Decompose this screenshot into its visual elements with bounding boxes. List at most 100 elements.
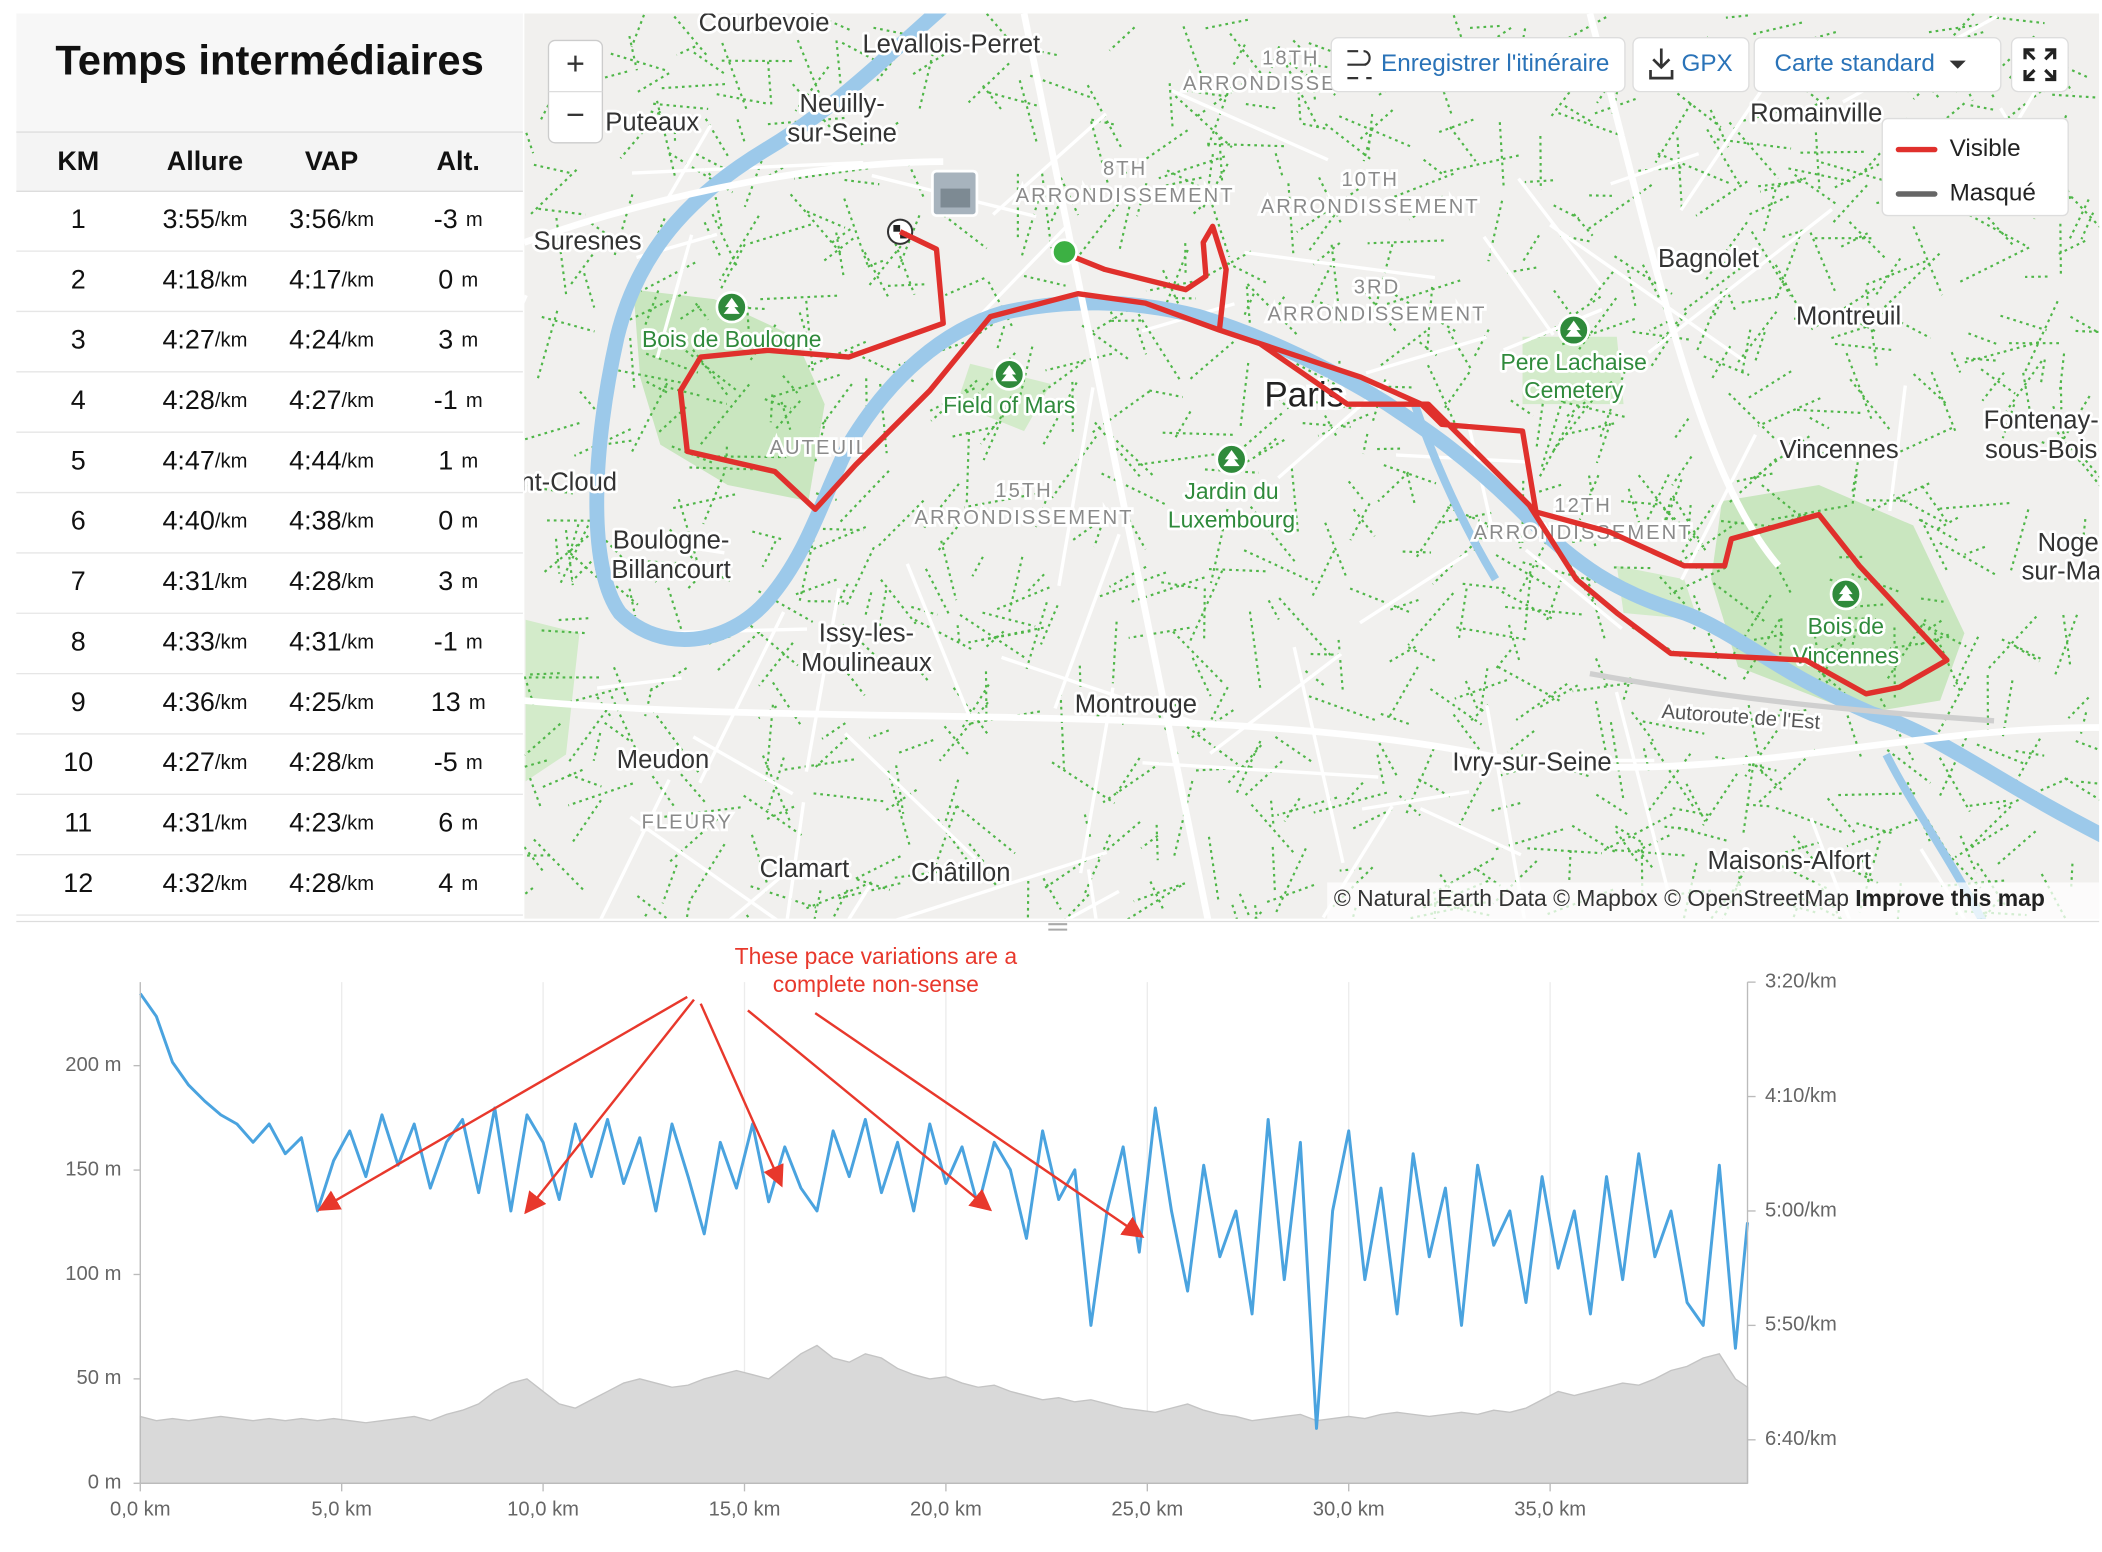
- bike-lane: [604, 721, 631, 742]
- bike-lane: [1135, 182, 1148, 217]
- bike-lane: [1102, 762, 1162, 804]
- bike-lane: [994, 586, 1050, 612]
- map-label: Puteaux: [605, 109, 699, 137]
- cell-value: 4:18: [162, 264, 214, 294]
- street: [1610, 152, 1700, 186]
- gpx[interactable]: GPX: [1682, 50, 1733, 77]
- legend-entry[interactable]: Visible: [1950, 135, 2021, 162]
- zoom-out[interactable]: −: [566, 97, 585, 133]
- route-icon: [1347, 50, 1372, 80]
- bike-lane: [984, 671, 988, 725]
- cell-value: 4:47: [162, 445, 214, 475]
- bike-lane: [910, 50, 951, 77]
- bike-lane: [1266, 883, 1315, 904]
- bike-lane: [1748, 370, 1792, 399]
- bike-lane: [769, 394, 774, 423]
- bike-lane: [1059, 177, 1080, 216]
- map-label: Ivry-sur-Seine: [1452, 749, 1611, 777]
- bike-lane: [629, 337, 636, 390]
- bike-lane: [1025, 602, 1048, 670]
- cell: 4:17/km: [289, 264, 374, 294]
- street: [1292, 646, 1345, 864]
- map[interactable]: Courbevoie Levallois-Perret Neuilly-sur-Se…: [482, 7, 2102, 1055]
- cell: 10: [63, 747, 93, 777]
- y2-tick-label: 3:20/km: [1765, 970, 1837, 992]
- resize-handle[interactable]: [1048, 923, 1068, 931]
- street: [785, 801, 806, 919]
- bike-lane: [1934, 516, 1959, 532]
- bike-lane: [1677, 521, 1738, 565]
- bike-lane: [849, 350, 916, 384]
- bike-lane: [1521, 754, 1593, 779]
- cell-value: 8: [71, 627, 86, 657]
- bike-lane: [1138, 189, 1173, 193]
- bike-lane: [813, 792, 885, 803]
- bike-lane: [1307, 257, 1336, 311]
- bike-lane: [567, 686, 625, 704]
- cell: 3: [71, 325, 86, 355]
- save-route-button[interactable]: [1330, 37, 1626, 93]
- bike-lane: [1621, 677, 1632, 704]
- bike-lane: [892, 869, 952, 880]
- improve-link[interactable]: Improve this map: [1855, 885, 2045, 911]
- title-bg: [16, 13, 523, 133]
- map-label: Suresnes: [534, 227, 642, 255]
- street: [1053, 533, 1121, 710]
- bike-lane: [2080, 518, 2087, 552]
- style-button[interactable]: [1753, 37, 2002, 93]
- bike-lane: [1287, 183, 1295, 257]
- bike-lane: [1497, 755, 1568, 778]
- fullscreen-button[interactable]: [2010, 37, 2069, 93]
- bike-lane: [1562, 400, 1629, 419]
- y2-tick-label: 4:10/km: [1765, 1085, 1837, 1107]
- bike-lane: [1735, 633, 1784, 645]
- bike-lane: [765, 805, 795, 821]
- street: [905, 563, 971, 717]
- save-route[interactable]: Enregistrer l'itinéraire: [1381, 50, 1609, 77]
- cell-value: 2: [71, 264, 86, 294]
- bike-lane: [538, 768, 583, 790]
- bike-lane: [1019, 346, 1034, 397]
- bike-lane: [819, 383, 853, 429]
- bike-lane: [1527, 847, 1603, 855]
- street: [665, 124, 713, 201]
- caret: [1949, 60, 1966, 69]
- bike-lane: [895, 765, 905, 814]
- cell: 4:27/km: [162, 325, 247, 355]
- street: [698, 611, 786, 784]
- bike-lane: [1746, 195, 1790, 217]
- bike-lane: [1324, 123, 1371, 160]
- cell-unit: /km: [342, 330, 375, 352]
- x-tick-label: 25,0 km: [1111, 1499, 1183, 1521]
- bike-lane: [1550, 399, 1594, 454]
- bike-lane: [1790, 316, 1844, 320]
- bike-lane: [1473, 524, 1490, 552]
- bike-lane: [1263, 45, 1281, 90]
- bike-lane: [1304, 63, 1351, 72]
- bike-lane: [1377, 471, 1410, 503]
- road: [1589, 670, 1995, 724]
- cell: 4:31/km: [289, 627, 374, 657]
- bike-lane: [2052, 405, 2067, 438]
- map-label: 10TH: [1342, 169, 1399, 191]
- bike-lane: [1886, 618, 1927, 680]
- bike-lane: [646, 380, 670, 395]
- bike-lane: [988, 91, 1046, 109]
- cell-value: 4: [71, 385, 86, 415]
- bike-lane: [1759, 177, 1807, 193]
- y2-tick-label: 6:40/km: [1765, 1428, 1837, 1450]
- map-style[interactable]: Carte standard: [1774, 50, 1934, 77]
- bike-lane: [1754, 180, 1802, 188]
- legend-entry[interactable]: Masqué: [1950, 179, 2036, 206]
- bike-lane: [1720, 519, 1775, 528]
- bike-lane: [2053, 395, 2091, 455]
- photo-detail: [940, 188, 971, 208]
- bike-lane: [835, 232, 846, 279]
- street: [843, 732, 977, 860]
- x-tick-label: 0,0 km: [110, 1499, 171, 1521]
- zoom-in[interactable]: +: [566, 46, 585, 82]
- street: [1524, 548, 1623, 630]
- bike-lane: [1136, 327, 1148, 355]
